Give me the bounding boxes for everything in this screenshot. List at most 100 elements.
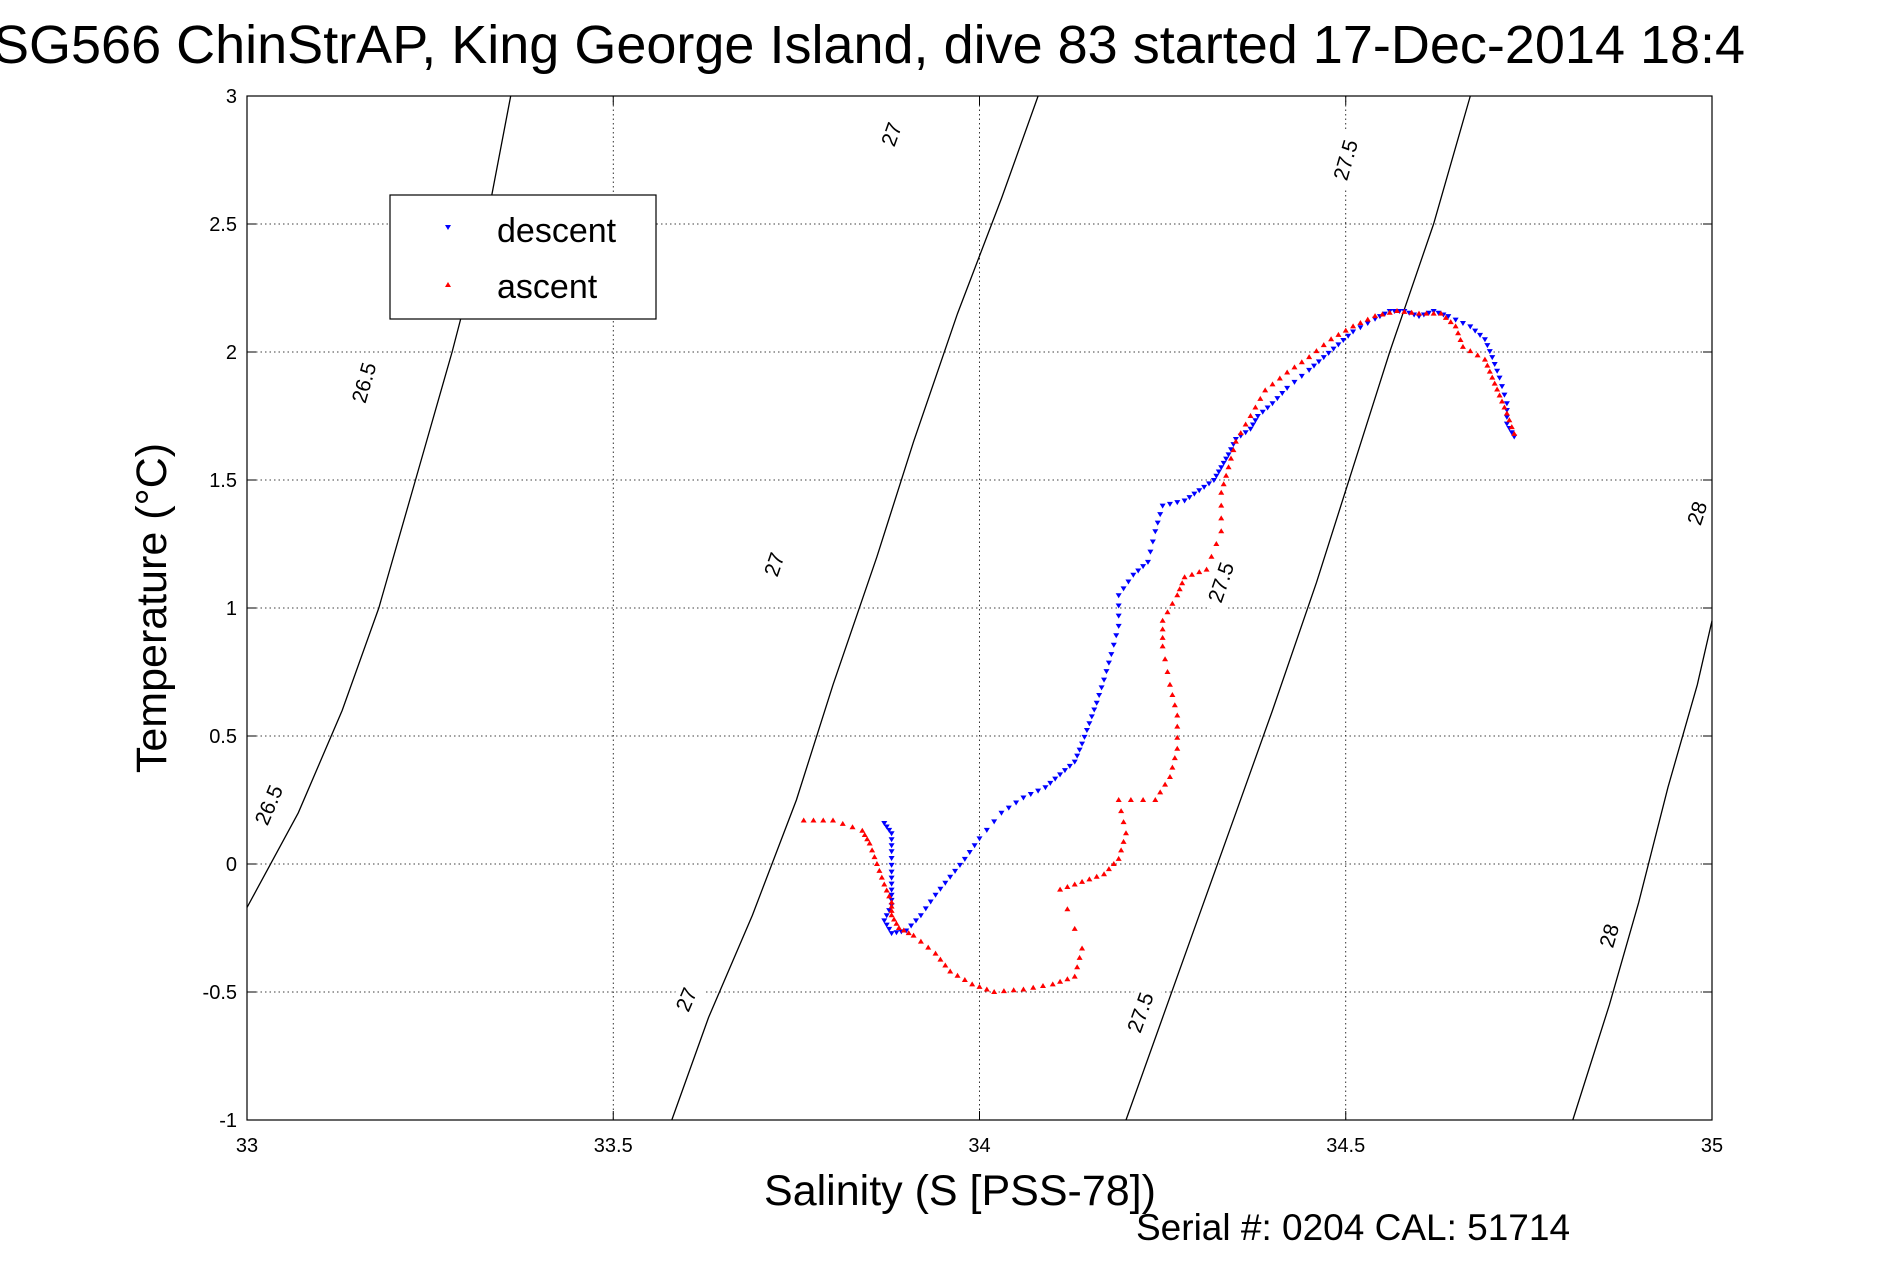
ascent-point [1452, 323, 1459, 329]
ascent-point [1457, 337, 1464, 343]
descent-point [1149, 539, 1156, 545]
descent-point [1325, 350, 1332, 356]
ascent-point [1416, 310, 1422, 316]
ascent-point [1262, 387, 1269, 393]
ascent-point [1174, 592, 1181, 598]
ascent-point [1232, 438, 1239, 444]
ascent-point [886, 893, 893, 899]
ascent-point [800, 817, 807, 823]
descent-point [1042, 785, 1049, 791]
ascent-point [1218, 502, 1225, 508]
descent-point [1481, 337, 1488, 343]
descent-point [1103, 669, 1110, 675]
descent-point [1101, 677, 1108, 683]
descent-point [1311, 363, 1318, 369]
contour-label-bg [1325, 129, 1367, 191]
ascent-point [1506, 417, 1513, 423]
descent-point [961, 856, 968, 862]
ascent-point [888, 912, 895, 918]
ascent-point [917, 938, 924, 944]
ascent-point [1291, 364, 1298, 370]
descent-point [1445, 314, 1452, 320]
descent-point [1115, 613, 1122, 619]
ascent-point [925, 944, 932, 950]
descent-point [937, 886, 944, 892]
ascent-point [1159, 617, 1166, 623]
contour-label-bg [343, 352, 385, 414]
y-axis-label: Temperature (°C) [128, 443, 176, 773]
descent-point [1486, 349, 1493, 355]
descent-point [1242, 430, 1249, 436]
ascent-point [871, 854, 878, 860]
ascent-point [1342, 327, 1349, 333]
descent-point [1264, 405, 1271, 411]
ascent-point [1120, 819, 1127, 825]
contour-label-group: 27 [756, 545, 792, 584]
ascent-point [976, 983, 983, 989]
ascent-point [1328, 336, 1335, 342]
ascent-point [1408, 309, 1415, 315]
contour-label-group: 28 [1592, 916, 1627, 955]
ascent-point [1218, 515, 1225, 521]
descent-point [1144, 559, 1151, 565]
descent-point [1120, 586, 1127, 592]
ascent-point [1501, 404, 1508, 410]
descent-point [1088, 714, 1095, 720]
ascent-point [1166, 681, 1173, 687]
ascent-point [878, 874, 885, 880]
descent-point [1074, 753, 1081, 759]
ascent-point [876, 867, 883, 873]
descent-point [888, 856, 895, 862]
descent-point [1381, 311, 1388, 317]
ascent-point [1455, 330, 1462, 336]
ascent-point [859, 827, 866, 833]
descent-point [913, 918, 920, 924]
ascent-point [1074, 964, 1081, 970]
descent-point [888, 869, 895, 875]
ascent-point [1057, 886, 1064, 892]
ascent-point [881, 881, 888, 887]
descent-point [888, 862, 895, 868]
descent-point [1186, 495, 1193, 501]
ascent-point [1123, 830, 1129, 836]
ascent-point [1508, 424, 1515, 430]
descent-point [1196, 488, 1203, 494]
descent-point [886, 926, 893, 932]
ascent-point [1174, 745, 1181, 751]
descent-point [1086, 721, 1093, 727]
descent-point [966, 850, 973, 856]
ascent-point [1242, 421, 1249, 427]
ascent-point [1118, 847, 1125, 853]
ascent-point [1115, 855, 1122, 861]
legend-descent-label: descent [497, 212, 617, 250]
descent-point [1159, 503, 1166, 509]
descent-point [1191, 491, 1198, 497]
ascent-point [1401, 308, 1408, 314]
ascent-point [1227, 455, 1234, 461]
ascent-point [883, 887, 890, 893]
descent-point [1503, 421, 1510, 427]
descent-point [1435, 310, 1442, 316]
descent-point [1215, 469, 1222, 475]
ascent-point [1230, 447, 1237, 453]
descent-point [1320, 355, 1327, 361]
ascent-point [1257, 395, 1264, 401]
descent-point [1345, 333, 1352, 339]
ascent-point [983, 986, 990, 992]
ascent-point [849, 824, 856, 830]
descent-point [1249, 422, 1256, 428]
ascent-point [1064, 884, 1071, 890]
descent-point [1259, 409, 1266, 415]
ascent-point [864, 836, 871, 842]
x-tick-label: 34 [968, 1135, 990, 1157]
descent-point [886, 827, 893, 833]
data-series [800, 308, 1518, 994]
x-tick-label: 33 [236, 1135, 258, 1157]
legend-box [389, 194, 657, 320]
descent-point [998, 810, 1005, 816]
ascent-point [1064, 976, 1071, 982]
ascent-point [1313, 348, 1320, 354]
descent-point [1130, 572, 1137, 578]
ascent-point [839, 820, 846, 826]
y-tick-label: -1 [219, 1110, 237, 1132]
